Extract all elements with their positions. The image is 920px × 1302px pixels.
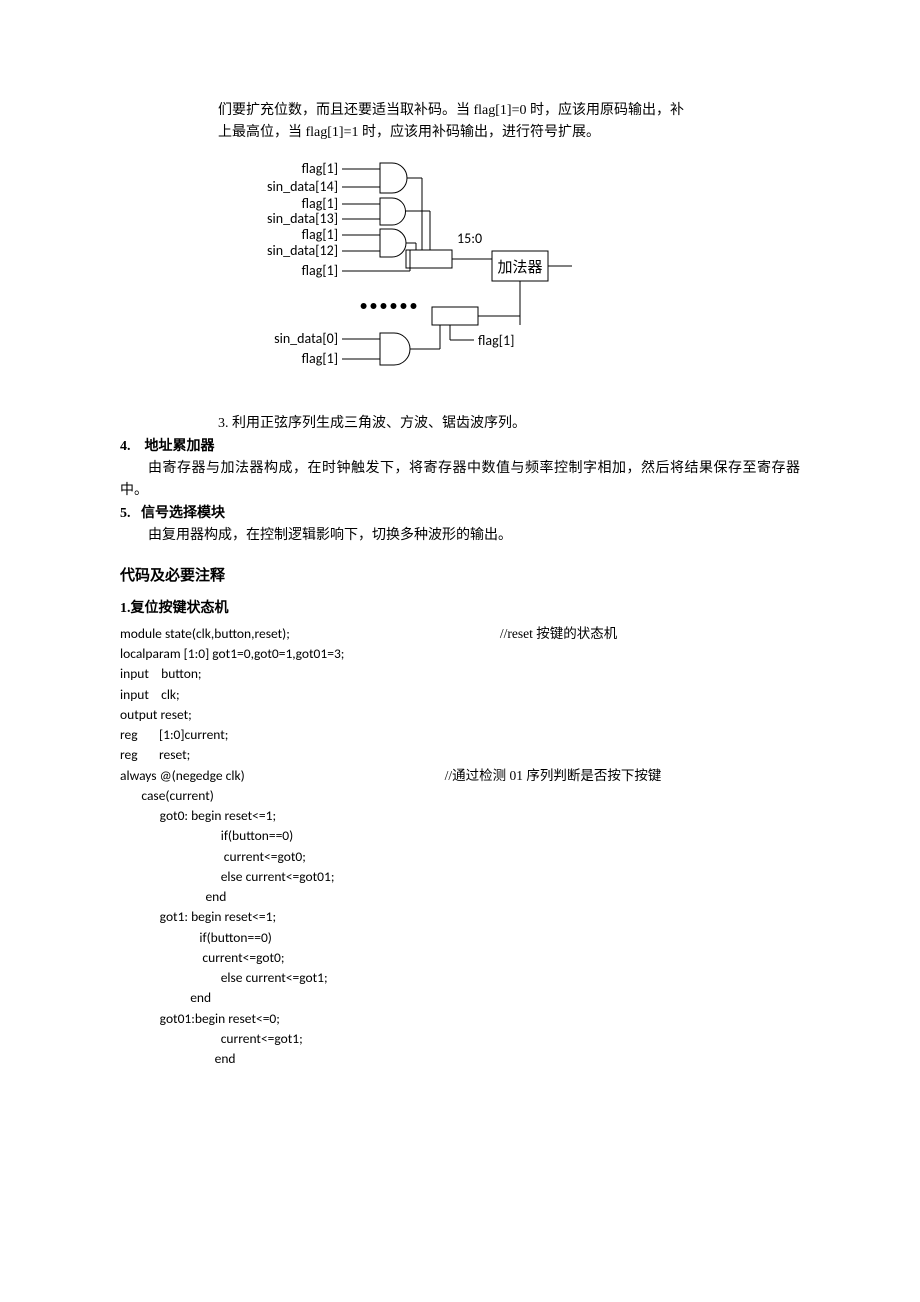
code-l03: input button; — [120, 664, 800, 684]
heading-code: 代码及必要注释 — [120, 564, 800, 588]
label-sin12: sin_data[12] — [267, 242, 338, 259]
sec5-num: 5. — [120, 506, 131, 521]
code-l17: current<=got0; — [120, 948, 800, 968]
code-l12: current<=got0; — [120, 847, 800, 867]
code-l04: input clk; — [120, 685, 800, 705]
sec4-title: 地址累加器 — [145, 439, 215, 454]
sec5-body: 由复用器构成，在控制逻辑影响下，切换多种波形的输出。 — [120, 525, 800, 547]
label-flag1-c: flag[1] — [302, 226, 338, 243]
code-l01b: //reset 按键的状态机 — [500, 626, 617, 641]
code-l06: reg [1:0]current; — [120, 725, 800, 745]
code-block: module state(clk,button,reset); //reset 按… — [120, 624, 800, 1070]
code-l16: if(button==0) — [120, 928, 800, 948]
sec4-body: 由寄存器与加法器构成，在时钟触发下，将寄存器中数值与频率控制字相加，然后将结果保… — [120, 458, 800, 503]
sec4-num: 4. — [120, 439, 131, 454]
label-flag1-e: flag[1] — [302, 350, 338, 367]
code-l10: got0: begin reset<=1; — [120, 806, 800, 826]
code-l18: else current<=got1; — [120, 968, 800, 988]
block-diagram: flag[1] sin_data[14] flag[1] sin_data[13… — [220, 155, 800, 403]
code-l07: reg reset; — [120, 745, 800, 765]
item-3: 3. 利用正弦序列生成三角波、方波、锯齿波序列。 — [120, 413, 800, 435]
code-l08a: always @(negedge clk) — [120, 767, 245, 784]
label-flag1-d: flag[1] — [302, 262, 338, 279]
sec5-title: 信号选择模块 — [141, 506, 225, 521]
label-adder: 加法器 — [497, 259, 542, 276]
label-flag1-f: flag[1] — [478, 332, 514, 349]
intro-line2: 上最高位，当 flag[1]=1 时，应该用补码输出，进行符号扩展。 — [120, 122, 800, 144]
label-sin13: sin_data[13] — [267, 210, 338, 227]
label-sin0: sin_data[0] — [274, 330, 338, 347]
code-l20: got01:begin reset<=0; — [120, 1009, 800, 1029]
code-l05: output reset; — [120, 705, 800, 725]
label-sin14: sin_data[14] — [267, 178, 338, 195]
code-l15: got1: begin reset<=1; — [120, 907, 800, 927]
intro-line1: 们要扩充位数，而且还要适当取补码。当 flag[1]=0 时，应该用原码输出，补 — [120, 100, 800, 122]
ellipsis-dots: •••••• — [360, 297, 420, 314]
code-l19: end — [120, 988, 800, 1008]
code-l22: end — [120, 1049, 800, 1069]
code-l09: case(current) — [120, 786, 800, 806]
section-5-header: 5. 信号选择模块 — [120, 503, 800, 525]
label-flag1-a: flag[1] — [302, 160, 338, 177]
code-l13: else current<=got01; — [120, 867, 800, 887]
code-l01a: module state(clk,button,reset); — [120, 625, 290, 642]
code-l08b: //通过检测 01 序列判断是否按下按键 — [445, 768, 662, 783]
code-l21: current<=got1; — [120, 1029, 800, 1049]
section-4-header: 4. 地址累加器 — [120, 436, 800, 458]
code-l11: if(button==0) — [120, 826, 800, 846]
code-l02: localparam [1:0] got1=0,got0=1,got01=3; — [120, 644, 800, 664]
label-bits: 15:0 — [457, 230, 482, 247]
code-l14: end — [120, 887, 800, 907]
heading-reset-fsm: 1.复位按键状态机 — [120, 598, 800, 620]
